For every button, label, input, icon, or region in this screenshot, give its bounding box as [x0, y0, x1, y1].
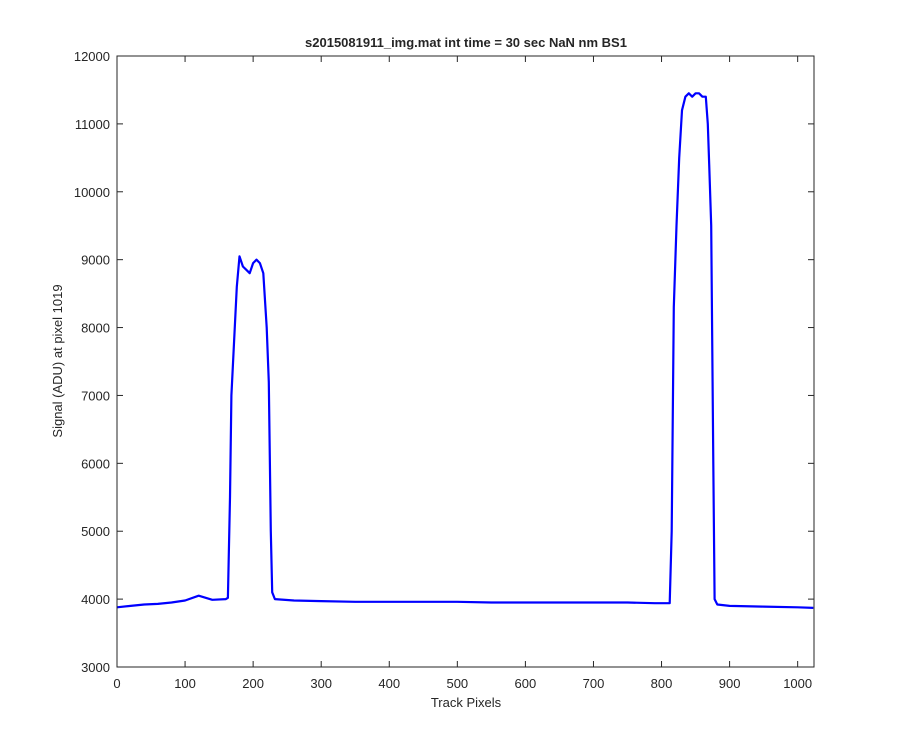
y-tick-label: 3000: [81, 660, 110, 675]
series-line-1: [116, 92, 814, 609]
y-tick-label: 4000: [81, 592, 110, 607]
y-tick-label: 7000: [81, 388, 110, 403]
y-tick-label: 11000: [75, 117, 110, 132]
x-tick-label: 100: [174, 676, 196, 691]
x-tick-label: 300: [310, 676, 332, 691]
x-tick-label: 700: [583, 676, 605, 691]
x-tick-label: 800: [651, 676, 673, 691]
x-tick-label: 0: [113, 676, 120, 691]
x-axis-label: Track Pixels: [431, 695, 502, 710]
y-axis-label: Signal (ADU) at pixel 1019: [50, 284, 65, 437]
y-tick-label: 12000: [74, 49, 110, 64]
y-tick-label: 5000: [81, 524, 110, 539]
x-tick-label: 400: [378, 676, 400, 691]
chart-title: s2015081911_img.mat int time = 30 sec Na…: [305, 35, 627, 50]
x-tick-label: 200: [242, 676, 264, 691]
x-tick-label: 600: [515, 676, 537, 691]
x-tick-label: 1000: [783, 676, 812, 691]
axes-box: [116, 55, 815, 668]
y-tick-label: 10000: [74, 185, 110, 200]
y-tick-label: 6000: [81, 456, 110, 471]
ticks-layer: 0 100 200 300 400 500 600 700 800 900 1000 3000 4000…: [74, 49, 814, 691]
x-tick-label: 900: [719, 676, 741, 691]
series-layer: [116, 92, 814, 609]
y-tick-label: 8000: [81, 321, 110, 336]
y-tick-label: 9000: [81, 253, 110, 268]
x-tick-label: 500: [446, 676, 468, 691]
